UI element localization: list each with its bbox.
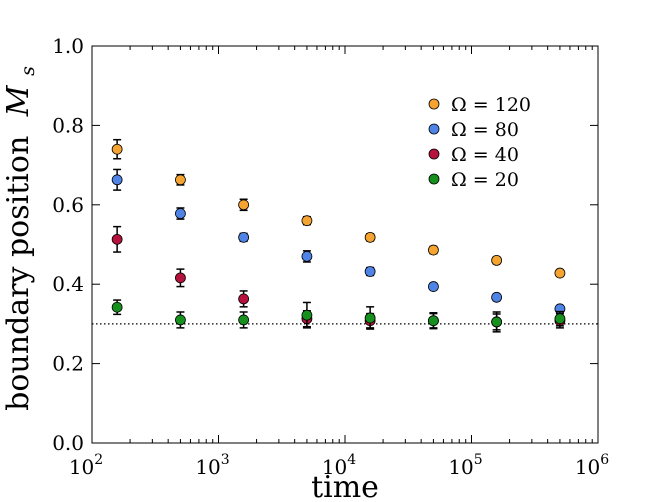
y-tick-label: 0.2 [52,352,84,376]
data-point [175,208,186,219]
data-point [238,231,250,243]
x-tick-label: 104 [322,452,356,479]
data-point [111,174,123,186]
series-1 [111,168,566,315]
y-tick-label: 0.6 [52,193,84,217]
y-tick-label: 0.8 [52,113,84,137]
x-tick-label: 103 [195,452,229,479]
series-0 [111,138,566,279]
x-tick-labels: 102 103 104 105 106 [69,452,609,479]
x-tick-label-base: 10 [69,455,94,479]
data-point [491,316,503,328]
series-3 [111,299,566,331]
legend-marker [428,123,440,135]
legend-label: Ω = 80 [451,119,519,141]
y-axis-title-subscript: s [17,66,39,76]
legend-marker [428,98,440,110]
data-point [301,215,313,227]
data-point [364,266,376,277]
x-tick-label-exponent: 6 [600,452,609,468]
data-point [111,233,123,245]
data-point [428,281,439,292]
data-point [554,267,566,279]
data-point [238,199,250,211]
y-axis-title: boundary position M s [1,66,39,411]
data-point [301,309,313,321]
x-tick-label-exponent: 4 [347,452,356,468]
legend: Ω = 120 Ω = 80 Ω = 40 Ω = 20 [428,94,531,191]
ticks-layer [91,45,599,444]
data-point [554,313,566,325]
series-layer [111,138,566,333]
x-axis-title: time [311,470,379,502]
data-point [238,314,250,326]
data-point [111,143,123,155]
legend-label: Ω = 40 [451,144,519,166]
x-tick-label-exponent: 3 [221,452,230,468]
data-point [491,254,503,266]
data-point [238,293,250,305]
x-tick-label-exponent: 5 [474,452,483,468]
x-tick-label-base: 10 [322,455,347,479]
data-point [364,312,376,324]
x-tick-label-base: 10 [195,455,220,479]
data-point [175,272,186,284]
x-tick-label: 105 [448,452,482,479]
y-axis-title-symbol: M [1,84,36,117]
y-axis-title-text: boundary position [1,136,36,411]
legend-label: Ω = 120 [451,94,531,116]
data-point [364,231,376,243]
x-tick-label-exponent: 2 [94,452,103,468]
x-tick-label-base: 10 [575,455,600,479]
legend-marker [428,148,440,160]
legend-marker [428,173,440,185]
legend-label: Ω = 20 [451,169,519,191]
data-point [428,315,439,327]
data-point [428,244,439,256]
y-tick-label: 0.4 [52,272,84,296]
x-tick-label: 102 [69,452,103,479]
data-point [111,301,123,313]
data-point [491,291,503,303]
y-tick-label: 1.0 [52,34,84,58]
x-tick-label-base: 10 [448,455,473,479]
data-point [301,251,313,262]
data-point [175,174,186,186]
y-tick-labels: 0.0 0.2 0.4 0.6 0.8 1.0 [52,34,84,455]
x-tick-label: 106 [575,452,609,479]
y-tick-label: 0.0 [52,431,84,455]
data-point [175,314,186,326]
